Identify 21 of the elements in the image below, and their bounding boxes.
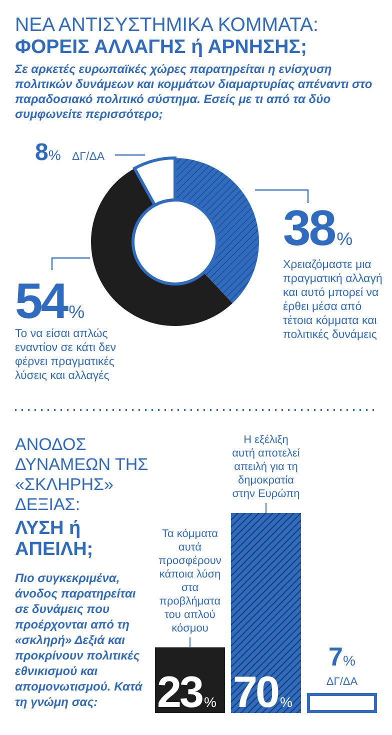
donut-slice bbox=[175, 158, 259, 304]
donut-slice bbox=[133, 156, 176, 207]
text: Η εξέλιξη αυτή αποτελεί απειλή για τη δημοκρατία στην Ευρώπη bbox=[232, 434, 300, 500]
chart-title: ΑΝΟΔΟΣ ΔΥΝΑΜΕΩΝ ΤΗΣ «ΣΚΛΗΡΗΣ» ΔΕΞΙΑΣ: bbox=[15, 435, 148, 514]
text: Σε αρκετές ευρωπαϊκές χώρες παρατηρείται η ενίσχυση πολιτικών δυνάμεων και κομμάτων διαμαρτυρίας απέναντι στο παραδοσιακό πολιτικό σύστημα. Εσείς με τι από τα δύο συμφωνείτε περισσότερο; bbox=[14, 62, 372, 121]
slice-label: Χρειαζόμαστε μια πραγματική αλλαγή και αυτό μπορεί να έρθει μέσα από τέτοια κόμματα και πολιτικές δυνάμεις bbox=[283, 259, 382, 341]
chart-title: ΝΕΑ ΑΝΤΙΣΥΣΤΗΜΙΚΑ ΚΟΜΜΑΤΑ: bbox=[15, 14, 318, 36]
data-label: 7% bbox=[328, 642, 356, 672]
slice-label: Το να είσαι απλώς εναντίον σε κάτι δεν φέρνει πραγματικές λύσεις και αλλαγές bbox=[15, 328, 116, 382]
text: Πιο συγκεκριμένα, άνοδος παρατηρείται σε δυνάμεις που προέρχονται από τη «σκληρή» Δεξιά και προκρίνουν πολιτικές εθνικισμού και απομονωτισμού. Κατά τη γνώμη σας: bbox=[15, 571, 142, 709]
data-label: 70% bbox=[233, 668, 292, 717]
annotation: Τα κόμματα αυτά προσφέρουν κάποια λύση στα προβλήματα του απλού κόσμου bbox=[158, 528, 222, 634]
data-label: 54% bbox=[15, 273, 85, 329]
data-label: 38% bbox=[283, 200, 353, 256]
donut-slice bbox=[91, 168, 232, 326]
annotation: ΔΓ/ΔΑ bbox=[326, 676, 358, 688]
text: ΛΥΣΗ ή ΑΠΕΙΛΗ; bbox=[15, 518, 94, 560]
data-label: 23% bbox=[157, 668, 216, 717]
chart-subtitle: ΦΟΡΕΙΣ ΑΛΛΑΓΗΣ ή ΑΡΝΗΣΗΣ; bbox=[15, 36, 307, 58]
slice-label: ΔΓ/ΔΑ bbox=[72, 151, 105, 163]
data-label: 8% bbox=[35, 139, 61, 166]
